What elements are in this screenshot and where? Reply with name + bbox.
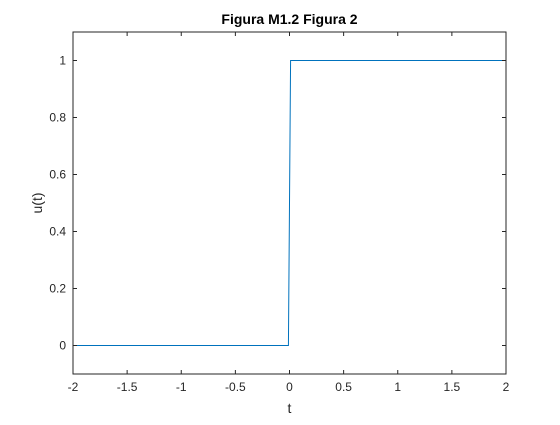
x-tick-label: 0 <box>286 380 293 394</box>
x-tick-label: -0.5 <box>225 380 246 394</box>
x-tick-label: 1 <box>394 380 401 394</box>
x-tick-label: -2 <box>68 380 79 394</box>
y-tick-label: 0.4 <box>49 225 66 239</box>
y-tick-labels: 0 0.2 0.4 0.6 0.8 1 <box>49 54 66 353</box>
chart-title: Figura M1.2 Figura 2 <box>221 11 357 27</box>
y-tick-label: 0.2 <box>49 282 66 296</box>
x-tick-label: 2 <box>503 380 510 394</box>
x-tick-label: -1 <box>176 380 187 394</box>
x-tick-label: 0.5 <box>335 380 352 394</box>
y-tick-label: 0.8 <box>49 111 66 125</box>
y-tick-label: 1 <box>59 54 66 68</box>
x-tick-label: -1.5 <box>117 380 138 394</box>
axes-box <box>72 31 507 375</box>
series-layer <box>73 60 506 346</box>
y-axis-label: u(t) <box>29 193 45 214</box>
x-tick-labels: -2 -1.5 -1 -0.5 0 0.5 1 1.5 2 <box>68 380 510 394</box>
y-tick-label: 0.6 <box>49 168 66 182</box>
x-axis-label: t <box>288 400 292 416</box>
x-tick-label: 1.5 <box>444 380 461 394</box>
y-tick-label: 0 <box>59 339 66 353</box>
series-line <box>73 60 506 346</box>
